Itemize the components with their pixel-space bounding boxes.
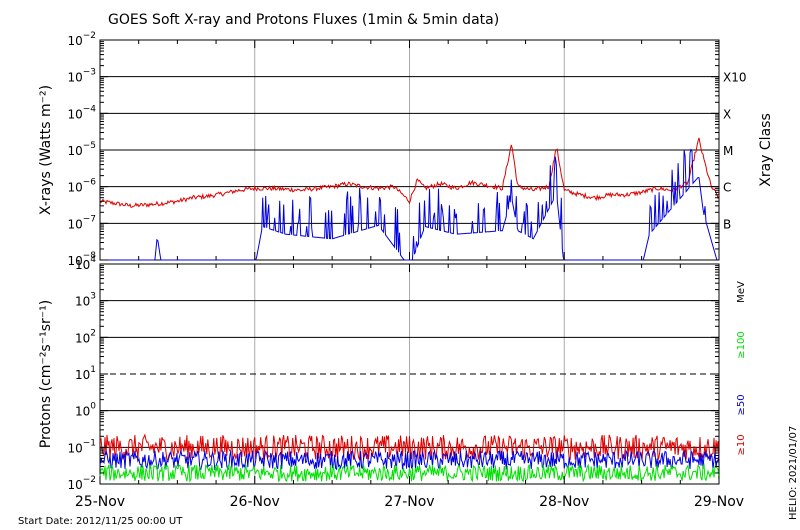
xray-class-label: B <box>723 217 731 231</box>
y-tick-label: 10−6 <box>67 178 96 195</box>
proton-energy-legend: ≥10 ≥50 ≥100 <box>736 331 747 455</box>
y-tick-label: 10−7 <box>67 214 96 231</box>
y-tick-label: 10−1 <box>67 438 96 455</box>
y-tick-label: 103 <box>75 292 96 309</box>
y-tick-label: 100 <box>75 402 96 419</box>
y-tick-label: 104 <box>75 255 96 272</box>
xray-class-label: X10 <box>723 71 747 85</box>
proton-energy-unit: MeV <box>736 281 747 303</box>
start-date-label: Start Date: 2012/11/25 00:00 UT <box>18 516 183 527</box>
y-tick-label: 10−5 <box>67 141 96 158</box>
chart-title: GOES Soft X-ray and Protons Fluxes (1min… <box>108 12 499 28</box>
proton-flux-line <box>99 433 720 462</box>
proton-flux-line <box>99 449 720 471</box>
xray-class-label: C <box>723 181 731 195</box>
xray-class-label: M <box>723 144 733 158</box>
proton-flux-line <box>99 462 720 483</box>
proton-series <box>99 433 720 483</box>
x-tick-label: 29-Nov <box>694 494 744 510</box>
helio-credit: HELIO: 2021/01/07 <box>788 426 799 520</box>
y-tick-label: 10−2 <box>67 475 96 492</box>
y-tick-label: 10−3 <box>67 68 96 85</box>
proton-energy-label: ≥50 <box>736 394 747 415</box>
y-tick-label: 101 <box>75 365 96 382</box>
y-tick-label: 10−2 <box>67 31 96 48</box>
proton-y-axis-label: Protons (cm⁻²s⁻¹sr⁻¹) <box>38 300 54 449</box>
xray-class-axis-label: Xray Class <box>758 113 774 187</box>
x-axis-ticks: 25-Nov 26-Nov 27-Nov 28-Nov 29-Nov <box>75 40 744 510</box>
x-tick-label: 27-Nov <box>384 494 434 510</box>
xray-long-wavelength-line <box>99 137 720 208</box>
x-tick-label: 25-Nov <box>75 494 125 510</box>
proton-panel: 104 103 102 101 100 10−1 10−2 ≥10 ≥50 ≥100 MeV P… <box>38 255 747 492</box>
xray-class-label: X <box>723 107 731 121</box>
xray-grid <box>100 40 719 260</box>
x-tick-label: 28-Nov <box>539 494 589 510</box>
y-tick-label: 10−4 <box>67 104 96 121</box>
y-tick-label: 102 <box>75 328 96 345</box>
xray-class-labels: X10 X M C B <box>723 71 747 232</box>
x-tick-label: 26-Nov <box>230 494 280 510</box>
xray-y-axis-label: X-rays (Watts m⁻²) <box>38 85 54 215</box>
proton-energy-label: ≥100 <box>736 331 747 358</box>
proton-energy-label: ≥10 <box>736 434 747 455</box>
